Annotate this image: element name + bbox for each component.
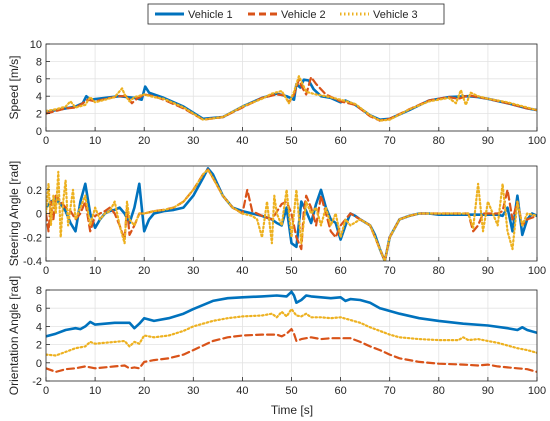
y-tick-label: 0 xyxy=(36,358,42,370)
x-tick-label: 50 xyxy=(285,265,297,277)
x-tick-label: 10 xyxy=(89,135,101,147)
series-line-vehicle-3 xyxy=(46,168,537,261)
y-tick-label: 2 xyxy=(36,109,42,121)
series-line-vehicle-3 xyxy=(46,308,537,357)
x-tick-label: 50 xyxy=(285,385,297,397)
x-tick-label: 30 xyxy=(187,135,199,147)
series-line-vehicle-3 xyxy=(46,75,537,122)
legend-label-3: Vehicle 3 xyxy=(373,9,418,21)
x-tick-label: 20 xyxy=(138,385,150,397)
y-tick-label: 0 xyxy=(36,209,42,221)
x-tick-label: 80 xyxy=(433,265,445,277)
y-tick-label: 4 xyxy=(36,321,42,333)
x-tick-label: 100 xyxy=(528,135,546,147)
x-tick-label: 100 xyxy=(528,385,546,397)
x-tick-label: 30 xyxy=(187,385,199,397)
x-tick-label: 0 xyxy=(43,135,49,147)
x-tick-label: 0 xyxy=(43,385,49,397)
y-tick-label: 8 xyxy=(36,56,42,68)
x-tick-label: 70 xyxy=(384,265,396,277)
x-tick-label: 80 xyxy=(433,385,445,397)
x-tick-label: 60 xyxy=(334,265,346,277)
y-axis-label: Steering Angle [rad] xyxy=(7,161,21,266)
subplot-3: 0 10 20 30 40 50 60 70 80 90 100-202468Orientation… xyxy=(7,276,546,397)
y-tick-label: 2 xyxy=(36,340,42,352)
x-tick-label: 70 xyxy=(384,135,396,147)
x-tick-label: 90 xyxy=(482,265,494,277)
y-tick-label: 6 xyxy=(36,303,42,315)
legend-label-1: Vehicle 1 xyxy=(188,9,233,21)
x-tick-label: 10 xyxy=(89,265,101,277)
x-tick-label: 20 xyxy=(138,135,150,147)
x-tick-label: 100 xyxy=(528,265,546,277)
legend-label-2: Vehicle 2 xyxy=(281,9,326,21)
x-tick-label: 70 xyxy=(384,385,396,397)
x-tick-label: 60 xyxy=(334,385,346,397)
y-tick-label: -0.4 xyxy=(23,256,42,268)
y-tick-label: 8 xyxy=(36,285,42,297)
x-tick-label: 40 xyxy=(236,265,248,277)
y-axis-label: Orientation Angle [rad] xyxy=(7,276,21,395)
x-tick-label: 40 xyxy=(236,135,248,147)
y-tick-label: 0.2 xyxy=(27,185,42,197)
y-tick-label: -2 xyxy=(32,376,42,388)
y-tick-label: -0.2 xyxy=(23,232,42,244)
x-tick-label: 0 xyxy=(43,265,49,277)
x-tick-label: 80 xyxy=(433,135,445,147)
legend-box xyxy=(147,3,445,25)
x-tick-label: 30 xyxy=(187,265,199,277)
legend: Vehicle 1 Vehicle 2 Vehicle 3 xyxy=(147,3,445,25)
x-axis-label: Time [s] xyxy=(271,403,313,417)
y-tick-label: 10 xyxy=(30,39,42,51)
x-tick-label: 10 xyxy=(89,385,101,397)
subplot-2: 0 10 20 30 40 50 60 70 80 90 100 -0.4 -0.2 0 0.2 Steeri… xyxy=(7,161,546,277)
series-line-vehicle-2 xyxy=(46,328,537,373)
y-tick-label: 6 xyxy=(36,74,42,86)
x-tick-label: 60 xyxy=(334,135,346,147)
x-tick-label: 90 xyxy=(482,135,494,147)
y-tick-label: 0 xyxy=(36,126,42,138)
x-tick-label: 40 xyxy=(236,385,248,397)
subplot-1: 0 10 20 30 40 50 60 70 80 90 100 0 2 4 6 8 10 Speed [m/s] xyxy=(7,39,546,147)
y-axis-label: Speed [m/s] xyxy=(7,55,21,119)
x-tick-label: 90 xyxy=(482,385,494,397)
series-line-vehicle-1 xyxy=(46,290,537,338)
x-tick-label: 50 xyxy=(285,135,297,147)
y-tick-label: 4 xyxy=(36,91,42,103)
x-tick-label: 20 xyxy=(138,265,150,277)
